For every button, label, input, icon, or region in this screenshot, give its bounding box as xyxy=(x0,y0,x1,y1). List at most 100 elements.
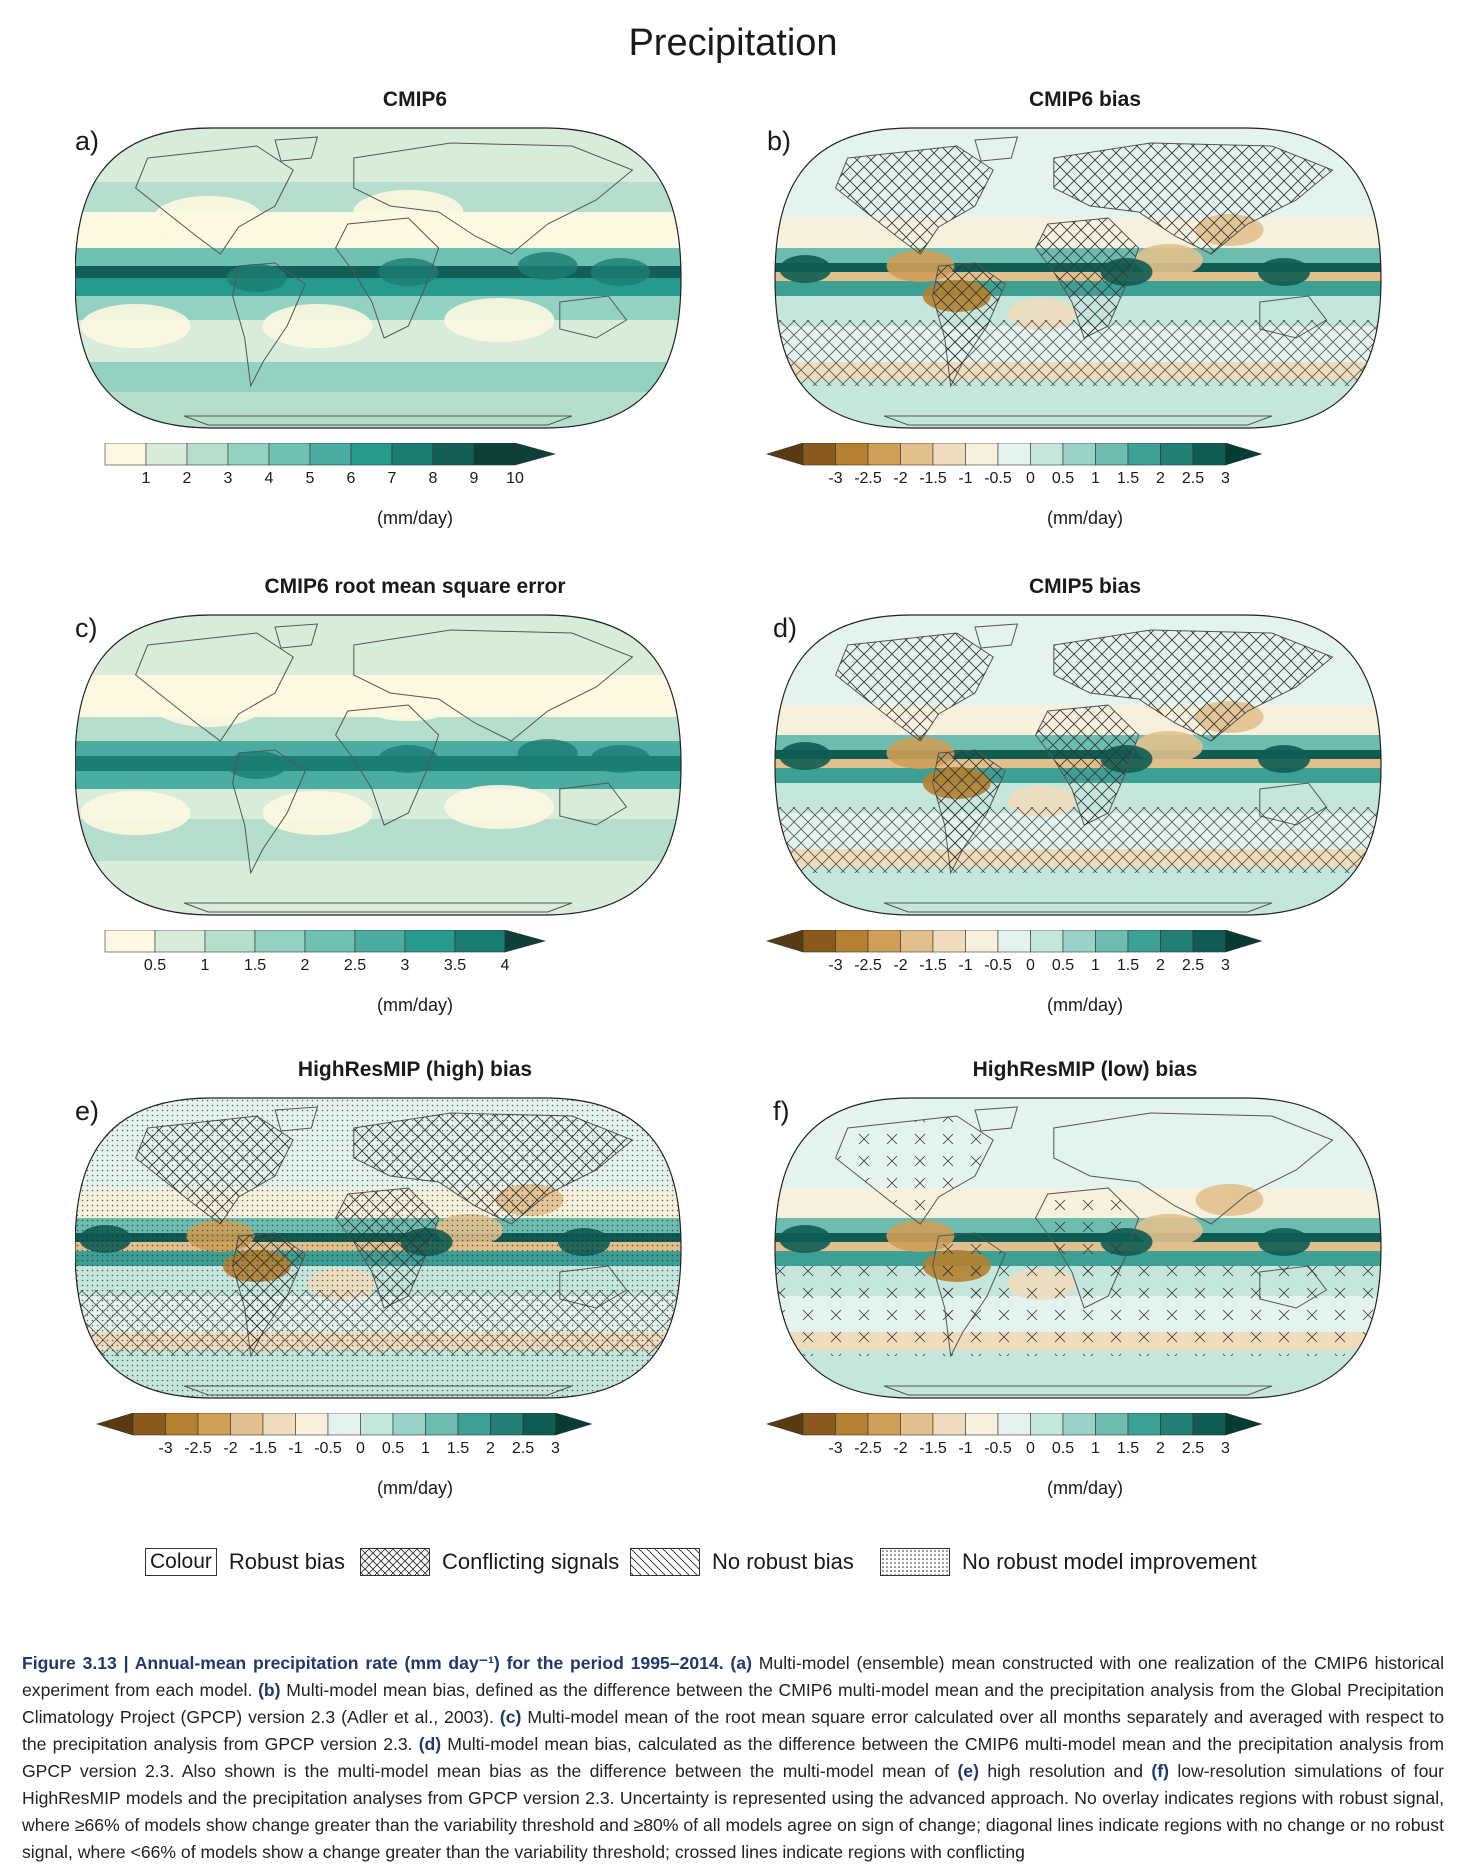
colorbar-unit: (mm/day) xyxy=(377,508,453,528)
panel-letter: a) xyxy=(75,126,100,156)
tick-label: -1.5 xyxy=(919,1440,947,1457)
caption-text: Multi-model mean bias, calculated as the… xyxy=(22,1734,1444,1781)
caption-tag-c: (c) xyxy=(499,1707,522,1727)
colorbar: -3 -2.5 -2 -1.5 -1 -0.5 0 0.5 1 1.5 2 2.5 3 xyxy=(95,1413,593,1457)
diagonal-swatch xyxy=(630,1548,700,1576)
map-plot xyxy=(774,614,1382,916)
panel-c: CMIP6 root mean square error c) 0.5 1 1.5 2… xyxy=(75,575,755,1045)
tick-label: 7 xyxy=(388,470,397,487)
tick-label: -1 xyxy=(958,957,972,974)
tick-label: 0.5 xyxy=(1052,1440,1074,1457)
map-plot xyxy=(774,1097,1382,1399)
tick-label: -2 xyxy=(893,1440,907,1457)
tick-label: -1.5 xyxy=(919,957,947,974)
colour-box: Colour xyxy=(145,1548,217,1576)
tick-label: -0.5 xyxy=(314,1440,342,1457)
legend-no-improvement: No robust model improvement xyxy=(880,1545,1257,1579)
tick-label: -3 xyxy=(828,957,842,974)
tick-label: 8 xyxy=(429,470,438,487)
panel-letter: e) xyxy=(75,1096,100,1126)
tick-label: 3 xyxy=(1221,957,1230,974)
tick-label: -3 xyxy=(828,1440,842,1457)
panel-title: CMIP6 bias xyxy=(1028,88,1142,111)
tick-label: 2 xyxy=(183,470,192,487)
tick-label: 1 xyxy=(142,470,151,487)
tick-label: 4 xyxy=(501,957,510,974)
tick-label: 1 xyxy=(201,957,210,974)
caption-lead: Figure 3.13 | Annual-mean precipitation … xyxy=(22,1653,724,1673)
panel-title: CMIP5 bias xyxy=(1028,575,1142,598)
tick-label: 0.5 xyxy=(382,1440,404,1457)
caption-text: Multi-model mean bias, defined as the di… xyxy=(22,1680,1444,1727)
caption-tag-b: (b) xyxy=(258,1680,281,1700)
tick-label: -0.5 xyxy=(984,1440,1012,1457)
panel-f: HighResMIP (low) bias f) -3 -2.5 -2 -1.5 -1-… xyxy=(745,1058,1425,1528)
tick-label: 3 xyxy=(1221,470,1230,487)
tick-label: 1.5 xyxy=(447,1440,469,1457)
legend-robust-bias: Colour Robust bias xyxy=(145,1545,345,1579)
panel-title: HighResMIP (high) bias xyxy=(297,1058,533,1081)
tick-label: 1.5 xyxy=(1117,470,1139,487)
colorbar: 0.5 1 1.5 2 2.5 3 3.5 4 xyxy=(104,930,547,974)
tick-label: -2.5 xyxy=(184,1440,212,1457)
panel-title: HighResMIP (low) bias xyxy=(972,1058,1198,1081)
panel-letter: f) xyxy=(773,1096,790,1126)
panel-d: CMIP5 bias d) -3 -2.5 -2 -1.5 -1 -0.5 0 0.5 1 1.5… xyxy=(745,575,1425,1045)
tick-label: -3 xyxy=(828,470,842,487)
tick-label: 2.5 xyxy=(1182,470,1204,487)
tick-label: 2 xyxy=(486,1440,495,1457)
tick-label: 0.5 xyxy=(1052,957,1074,974)
tick-label: 6 xyxy=(347,470,356,487)
legend-no-robust-bias: No robust bias xyxy=(630,1545,854,1579)
map-plot xyxy=(774,127,1382,429)
tick-label: 2 xyxy=(301,957,310,974)
map-plot xyxy=(75,127,682,429)
tick-label: -0.5 xyxy=(984,470,1012,487)
tick-label: -2.5 xyxy=(854,470,882,487)
tick-label: -2 xyxy=(893,957,907,974)
legend-label: Conflicting signals xyxy=(442,1549,620,1574)
colorbar-unit: (mm/day) xyxy=(1047,1478,1123,1498)
tick-label: 3 xyxy=(401,957,410,974)
tick-label: -1.5 xyxy=(919,470,947,487)
figure-title: Precipitation xyxy=(628,22,838,64)
tick-label: 1 xyxy=(421,1440,430,1457)
tick-label: 0.5 xyxy=(144,957,166,974)
tick-label: 0 xyxy=(356,1440,365,1457)
caption-text: Multi-model mean of the root mean square… xyxy=(22,1707,1444,1754)
tick-label: 2 xyxy=(1156,470,1165,487)
tick-label: 2 xyxy=(1156,1440,1165,1457)
tick-label: -2.5 xyxy=(854,1440,882,1457)
legend-conflicting: Conflicting signals xyxy=(360,1545,619,1579)
dotted-swatch xyxy=(880,1548,950,1576)
tick-label: 3 xyxy=(1221,1440,1230,1457)
panel-a: CMIP6 a) 1 2 3 4 5 6 7 8 9 10 (mm/day) xyxy=(75,88,755,558)
caption-tag-a: (a) xyxy=(730,1653,752,1673)
caption-text: Multi-model (ensemble) mean constructed … xyxy=(22,1653,1444,1700)
tick-label: 2.5 xyxy=(1182,957,1204,974)
figure-caption: Figure 3.13 | Annual-mean precipitation … xyxy=(22,1650,1444,1866)
tick-label: 10 xyxy=(506,470,524,487)
tick-label: -1 xyxy=(958,470,972,487)
colorbar-unit: (mm/day) xyxy=(377,995,453,1015)
tick-label: 0 xyxy=(1026,1440,1035,1457)
panel-letter: b) xyxy=(767,126,792,156)
tick-label: 1 xyxy=(1091,957,1100,974)
caption-text: high resolution and xyxy=(978,1761,1152,1781)
legend-label: No robust bias xyxy=(712,1549,854,1574)
tick-label: 3 xyxy=(224,470,233,487)
panel-letter: d) xyxy=(773,613,798,643)
tick-label: 1.5 xyxy=(1117,957,1139,974)
tick-label: -1.5 xyxy=(249,1440,277,1457)
tick-label: 2.5 xyxy=(344,957,366,974)
hatching-legend: Colour Robust bias Conflicting signals N… xyxy=(145,1545,1345,1579)
map-plot xyxy=(75,614,682,916)
colorbar-unit: (mm/day) xyxy=(1047,995,1123,1015)
crosshatch-swatch xyxy=(360,1548,430,1576)
tick-label: 4 xyxy=(265,470,274,487)
caption-tag-e: (e) xyxy=(957,1761,979,1781)
tick-label: 2.5 xyxy=(1182,1440,1204,1457)
tick-label: -2 xyxy=(893,470,907,487)
tick-label: 9 xyxy=(470,470,479,487)
caption-text: low-resolution simulations of four HighR… xyxy=(22,1761,1444,1862)
